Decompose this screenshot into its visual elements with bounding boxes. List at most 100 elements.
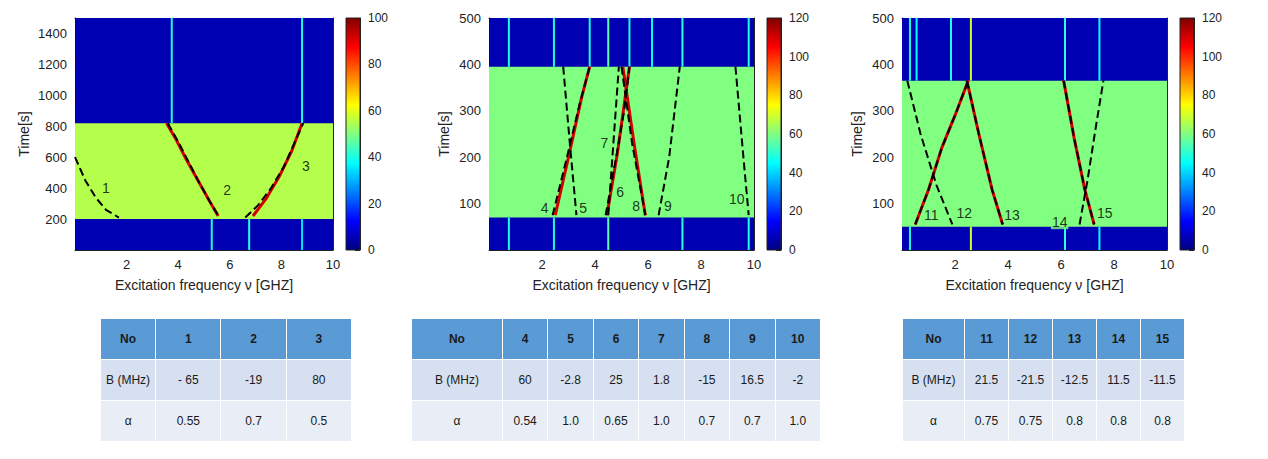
svg-text:100: 100 <box>872 196 894 211</box>
svg-text:8: 8 <box>1110 257 1117 272</box>
html-text:1.0: 1.0 <box>789 414 807 428</box>
svg-text:60: 60 <box>789 127 803 141</box>
svg-text:500: 500 <box>872 11 894 26</box>
html-text:0.7: 0.7 <box>743 414 761 428</box>
svg-text:5: 5 <box>579 200 587 216</box>
svg-text:200: 200 <box>45 212 67 227</box>
svg-text:15: 15 <box>1097 205 1113 221</box>
svg-text:300: 300 <box>872 103 894 118</box>
html-text:-2.8: -2.8 <box>560 373 581 387</box>
html-text:- 65: - 65 <box>178 373 199 387</box>
svg-text:100: 100 <box>459 196 481 211</box>
svg-text:120: 120 <box>789 11 809 25</box>
html-text:16.5: 16.5 <box>740 373 764 387</box>
svg-text:40: 40 <box>1202 166 1216 180</box>
html-text:25: 25 <box>609 373 623 387</box>
svg-text:Time[s]: Time[s] <box>849 111 865 156</box>
svg-text:3: 3 <box>302 158 310 174</box>
svg-text:200: 200 <box>459 150 481 165</box>
svg-text:Excitation frequency ν [GHZ]: Excitation frequency ν [GHZ] <box>532 277 710 293</box>
svg-text:4: 4 <box>175 257 182 272</box>
html-text:B (MHz): B (MHz) <box>106 373 151 387</box>
svg-text:80: 80 <box>789 88 803 102</box>
html-text:0.55: 0.55 <box>176 414 200 428</box>
svg-text:40: 40 <box>368 150 382 164</box>
svg-text:4: 4 <box>591 257 598 272</box>
html-text:0.65: 0.65 <box>604 414 628 428</box>
svg-text:10: 10 <box>747 257 761 272</box>
html-text:0.54: 0.54 <box>513 414 537 428</box>
svg-text:100: 100 <box>789 50 809 64</box>
svg-text:1200: 1200 <box>38 57 67 72</box>
svg-text:13: 13 <box>1004 207 1020 223</box>
html-text:13: 13 <box>1067 332 1082 346</box>
svg-text:600: 600 <box>45 150 67 165</box>
svg-text:100: 100 <box>368 11 388 25</box>
html-text:10: 10 <box>791 332 805 346</box>
svg-text:4: 4 <box>1004 257 1011 272</box>
svg-text:9: 9 <box>664 198 672 214</box>
svg-text:12: 12 <box>956 205 972 221</box>
svg-text:10: 10 <box>326 257 340 272</box>
html-text:-19: -19 <box>244 373 263 387</box>
svg-text:1400: 1400 <box>38 26 67 41</box>
svg-text:500: 500 <box>459 11 481 26</box>
svg-text:6: 6 <box>616 184 624 200</box>
svg-text:200: 200 <box>872 150 894 165</box>
svg-text:100: 100 <box>1202 50 1222 64</box>
svg-text:10: 10 <box>1160 257 1174 272</box>
svg-text:6: 6 <box>1057 257 1064 272</box>
svg-text:1000: 1000 <box>38 88 67 103</box>
svg-text:80: 80 <box>368 57 382 71</box>
svg-text:8: 8 <box>632 198 640 214</box>
html-text:No: No <box>925 332 942 346</box>
svg-text:20: 20 <box>368 197 382 211</box>
svg-text:400: 400 <box>459 57 481 72</box>
svg-text:80: 80 <box>1202 88 1216 102</box>
html-text:0.7: 0.7 <box>698 414 716 428</box>
html-text:1.0: 1.0 <box>653 414 670 428</box>
html-text:60: 60 <box>518 373 532 387</box>
svg-text:0: 0 <box>1202 243 1209 257</box>
svg-text:40: 40 <box>789 166 803 180</box>
svg-text:2: 2 <box>538 257 545 272</box>
html-text:0.7: 0.7 <box>245 414 262 428</box>
svg-text:8: 8 <box>697 257 704 272</box>
svg-text:2: 2 <box>951 257 958 272</box>
svg-text:8: 8 <box>278 257 285 272</box>
svg-text:1: 1 <box>102 180 110 196</box>
svg-text:300: 300 <box>459 103 481 118</box>
svg-text:60: 60 <box>368 104 382 118</box>
svg-text:0: 0 <box>368 243 375 257</box>
svg-text:10: 10 <box>729 191 745 207</box>
svg-text:120: 120 <box>1202 11 1222 25</box>
svg-text:2: 2 <box>223 182 231 198</box>
svg-text:0: 0 <box>789 243 796 257</box>
html-text:0.5: 0.5 <box>310 414 328 428</box>
html-text:80: 80 <box>312 373 326 387</box>
svg-text:60: 60 <box>1202 127 1216 141</box>
svg-text:14: 14 <box>1052 214 1068 230</box>
html-text:No: No <box>448 332 465 346</box>
html-text:-15: -15 <box>698 373 716 387</box>
svg-text:20: 20 <box>789 204 803 218</box>
svg-text:7: 7 <box>600 135 608 151</box>
svg-text:6: 6 <box>226 257 233 272</box>
svg-text:Time[s]: Time[s] <box>16 111 32 156</box>
svg-text:4: 4 <box>541 200 549 216</box>
svg-text:6: 6 <box>644 257 651 272</box>
html-text:No: No <box>120 332 137 346</box>
svg-text:400: 400 <box>872 57 894 72</box>
svg-text:Time[s]: Time[s] <box>436 111 452 156</box>
html-text:1.0: 1.0 <box>562 414 579 428</box>
svg-text:400: 400 <box>45 181 67 196</box>
svg-text:11: 11 <box>924 207 939 223</box>
svg-text:800: 800 <box>45 119 67 134</box>
svg-text:20: 20 <box>1202 204 1216 218</box>
html-text:1.8: 1.8 <box>653 373 670 387</box>
html-text:12: 12 <box>1023 332 1038 346</box>
html-text:B (MHz): B (MHz) <box>434 373 479 387</box>
svg-text:Excitation frequency ν [GHZ]: Excitation frequency ν [GHZ] <box>115 277 293 293</box>
svg-text:2: 2 <box>123 257 130 272</box>
svg-text:Excitation frequency ν [GHZ]: Excitation frequency ν [GHZ] <box>945 277 1123 293</box>
